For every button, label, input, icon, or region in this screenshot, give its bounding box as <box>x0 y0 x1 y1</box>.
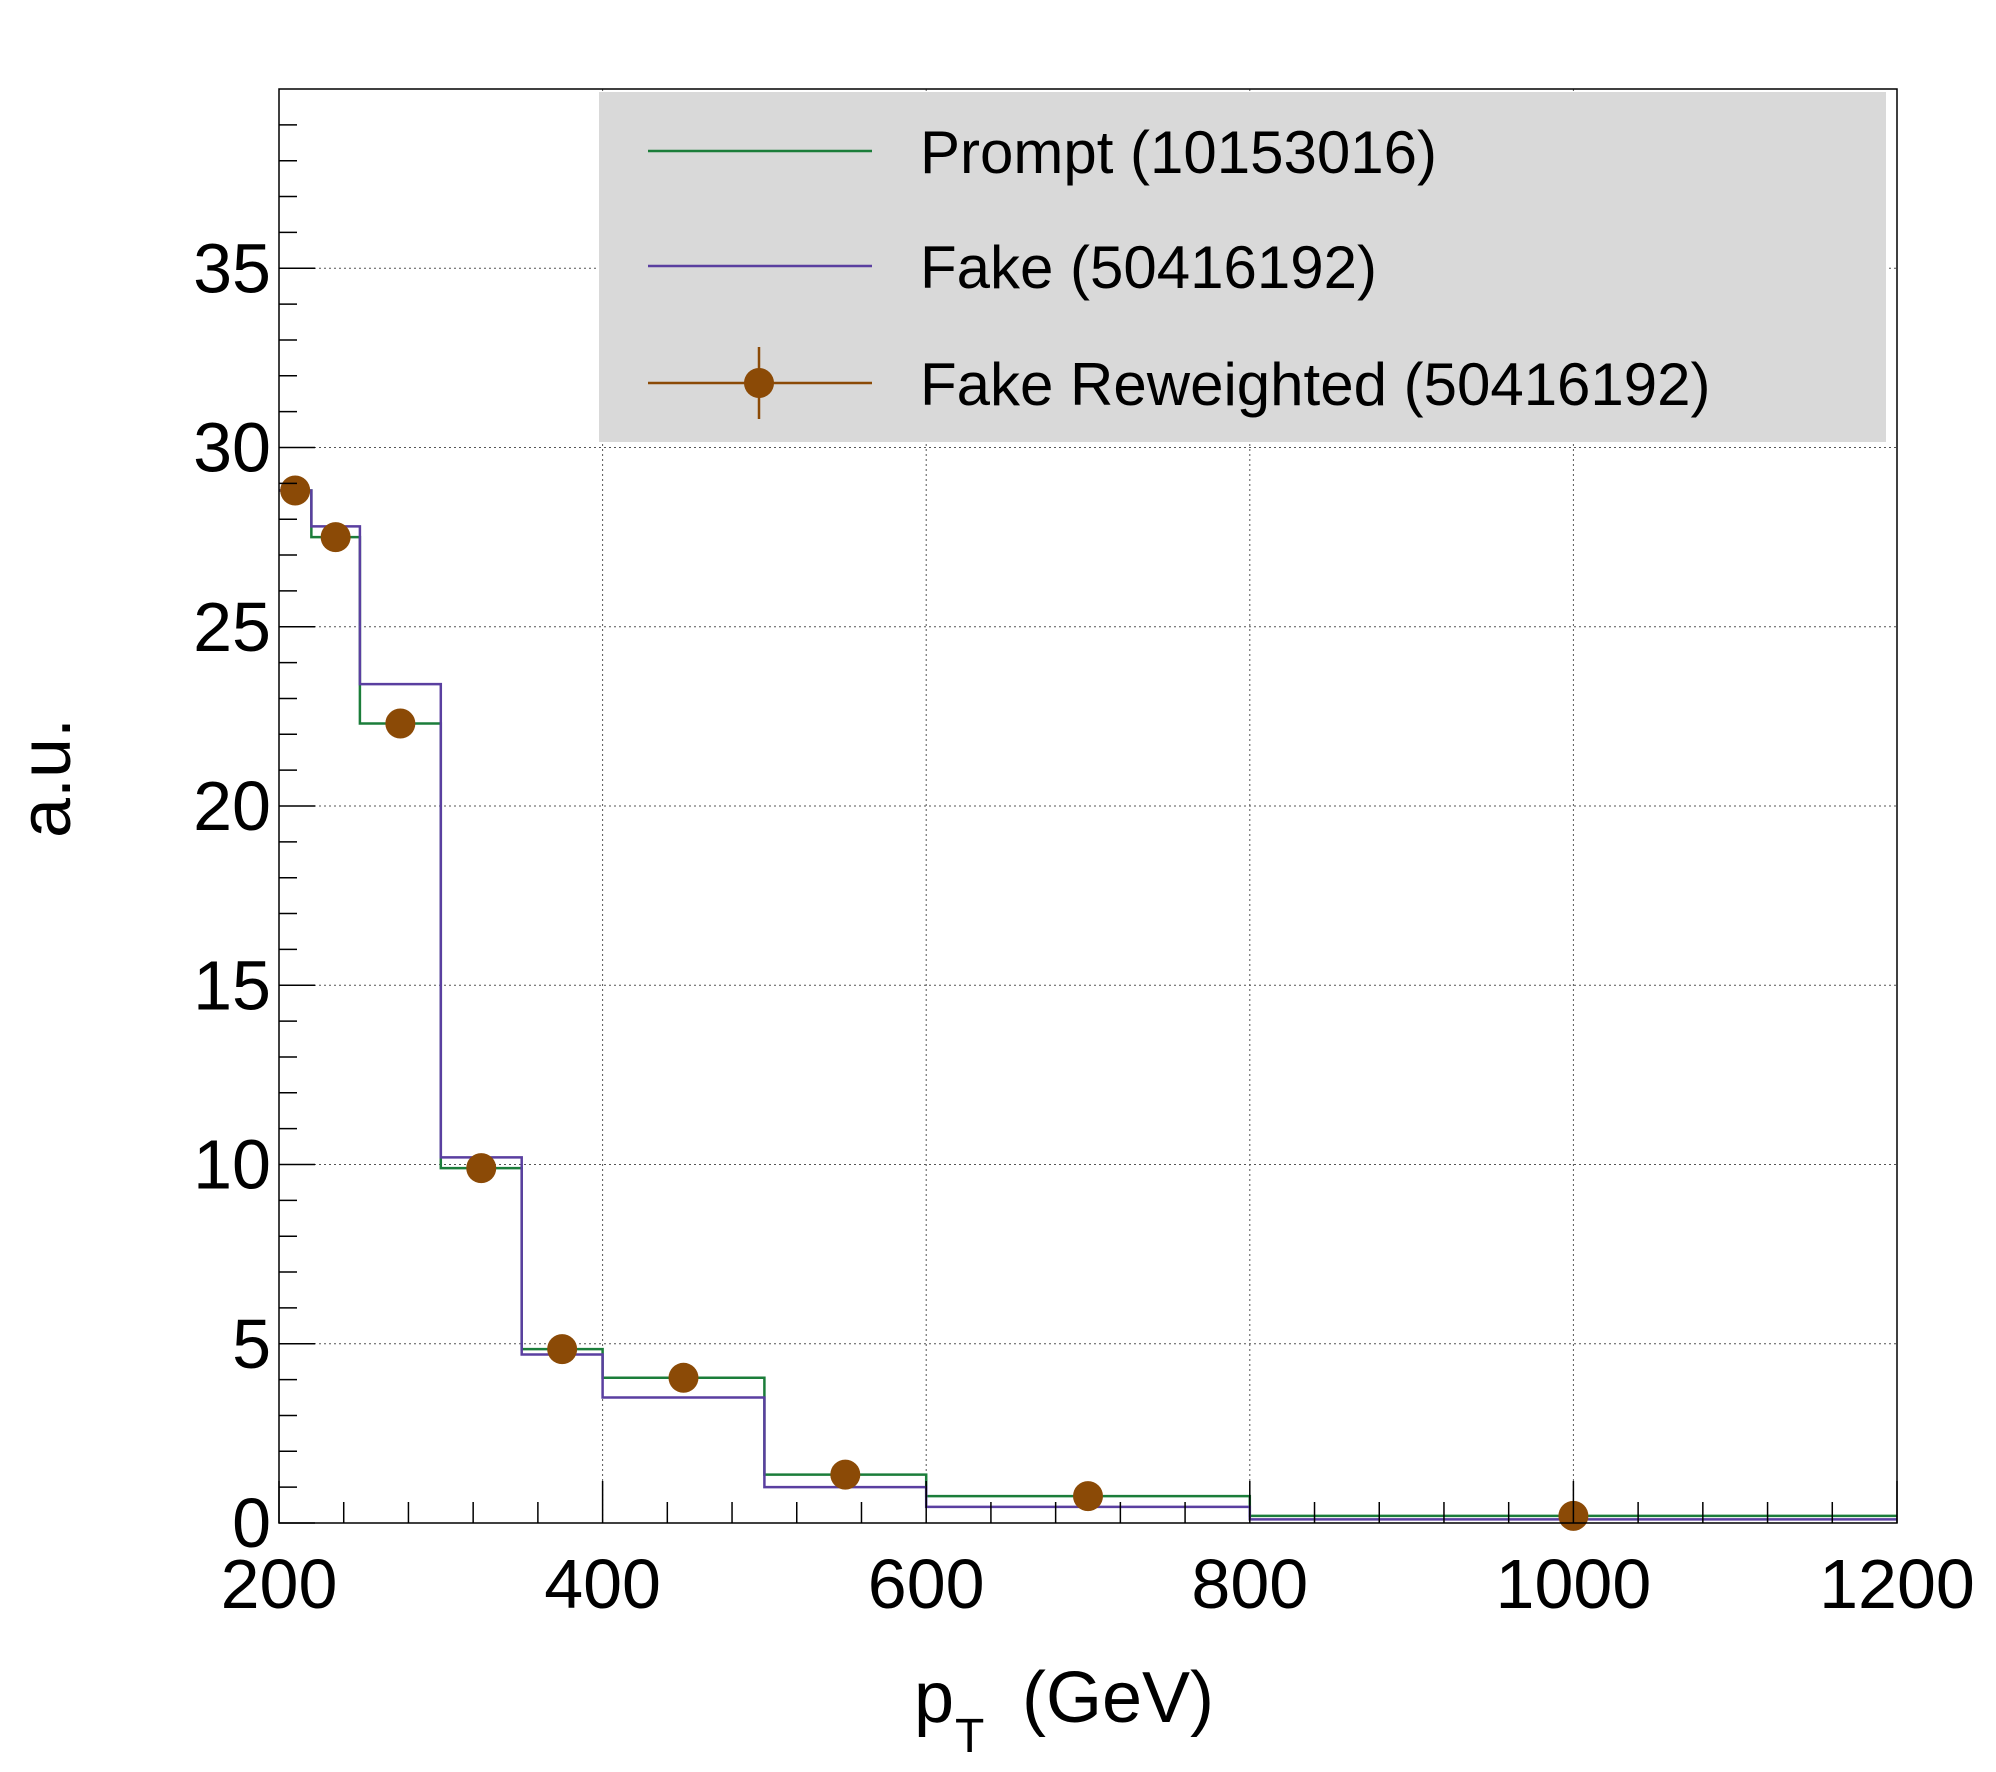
data-point <box>466 1153 497 1184</box>
data-point <box>547 1334 578 1365</box>
y-tick-label: 35 <box>193 229 271 307</box>
y-tick-label: 10 <box>193 1126 271 1204</box>
tick-labels: 0 5 10 15 20 25 30 35 200 400 600 800 1000 1200 <box>193 229 1975 1623</box>
x-tick-label: 600 <box>868 1545 985 1623</box>
y-tick-label: 0 <box>232 1484 271 1562</box>
legend-label: Prompt (10153016) <box>920 119 1437 186</box>
series-step-1 <box>279 489 1897 1521</box>
x-tick-label: 800 <box>1191 1545 1308 1623</box>
y-tick-label: 15 <box>193 946 271 1024</box>
legend-label: Fake (50416192) <box>920 234 1377 301</box>
series-step-0 <box>279 489 1897 1518</box>
x-axis-label-main: p <box>914 1658 954 1738</box>
data-point <box>1073 1481 1103 1512</box>
grid-lines <box>279 89 1897 1523</box>
data-point <box>280 475 311 506</box>
data-point <box>320 522 351 553</box>
x-axis-label-subscript: T <box>955 1710 984 1763</box>
legend-marker <box>744 368 774 398</box>
axes <box>278 88 1898 1524</box>
data-point <box>830 1459 861 1490</box>
data-point <box>668 1362 699 1393</box>
y-tick-label: 20 <box>193 767 271 845</box>
x-tick-label: 1200 <box>1819 1545 1975 1623</box>
x-axis-label: p T (GeV) <box>914 1658 1214 1763</box>
y-axis-label: a.u. <box>6 718 86 838</box>
x-tick-label: 400 <box>544 1545 661 1623</box>
y-tick-label: 5 <box>232 1305 271 1383</box>
x-tick-label: 200 <box>221 1545 338 1623</box>
y-tick-label: 25 <box>193 588 271 666</box>
x-axis-label-unit: (GeV) <box>1022 1658 1214 1738</box>
legend: Prompt (10153016) Fake (50416192) Fake Rew… <box>599 92 1886 442</box>
y-tick-label: 30 <box>193 409 271 487</box>
series-layer <box>279 475 1897 1531</box>
data-point <box>385 708 416 739</box>
legend-label: Fake Reweighted (50416192) <box>920 351 1711 418</box>
x-tick-label: 1000 <box>1496 1545 1652 1623</box>
